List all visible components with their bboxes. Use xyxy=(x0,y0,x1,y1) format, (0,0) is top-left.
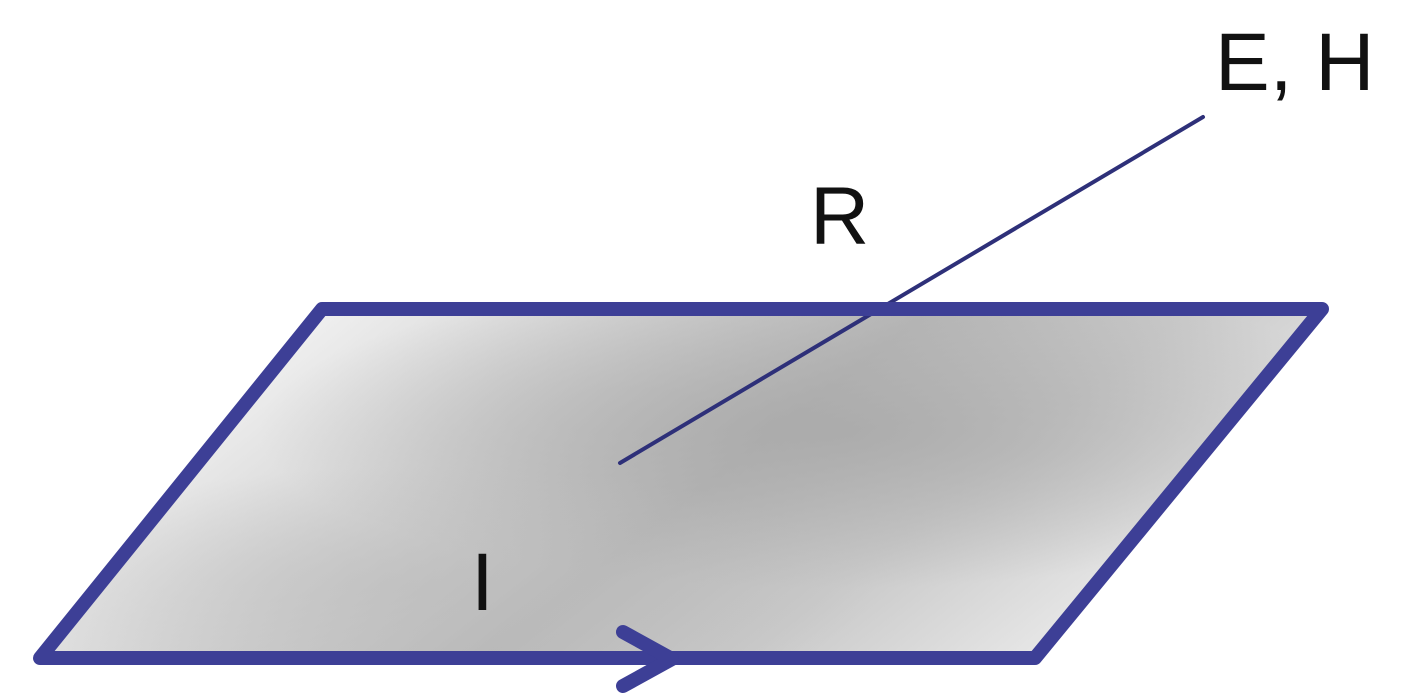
radius-line xyxy=(618,115,1205,465)
current-direction-arrow xyxy=(616,625,679,693)
field-point-label: E, H xyxy=(1215,17,1374,108)
current-loop xyxy=(33,302,1329,665)
distance-label: R xyxy=(810,171,869,262)
current-label: I xyxy=(471,537,494,628)
loop-surface-shade-lower xyxy=(40,309,1322,658)
